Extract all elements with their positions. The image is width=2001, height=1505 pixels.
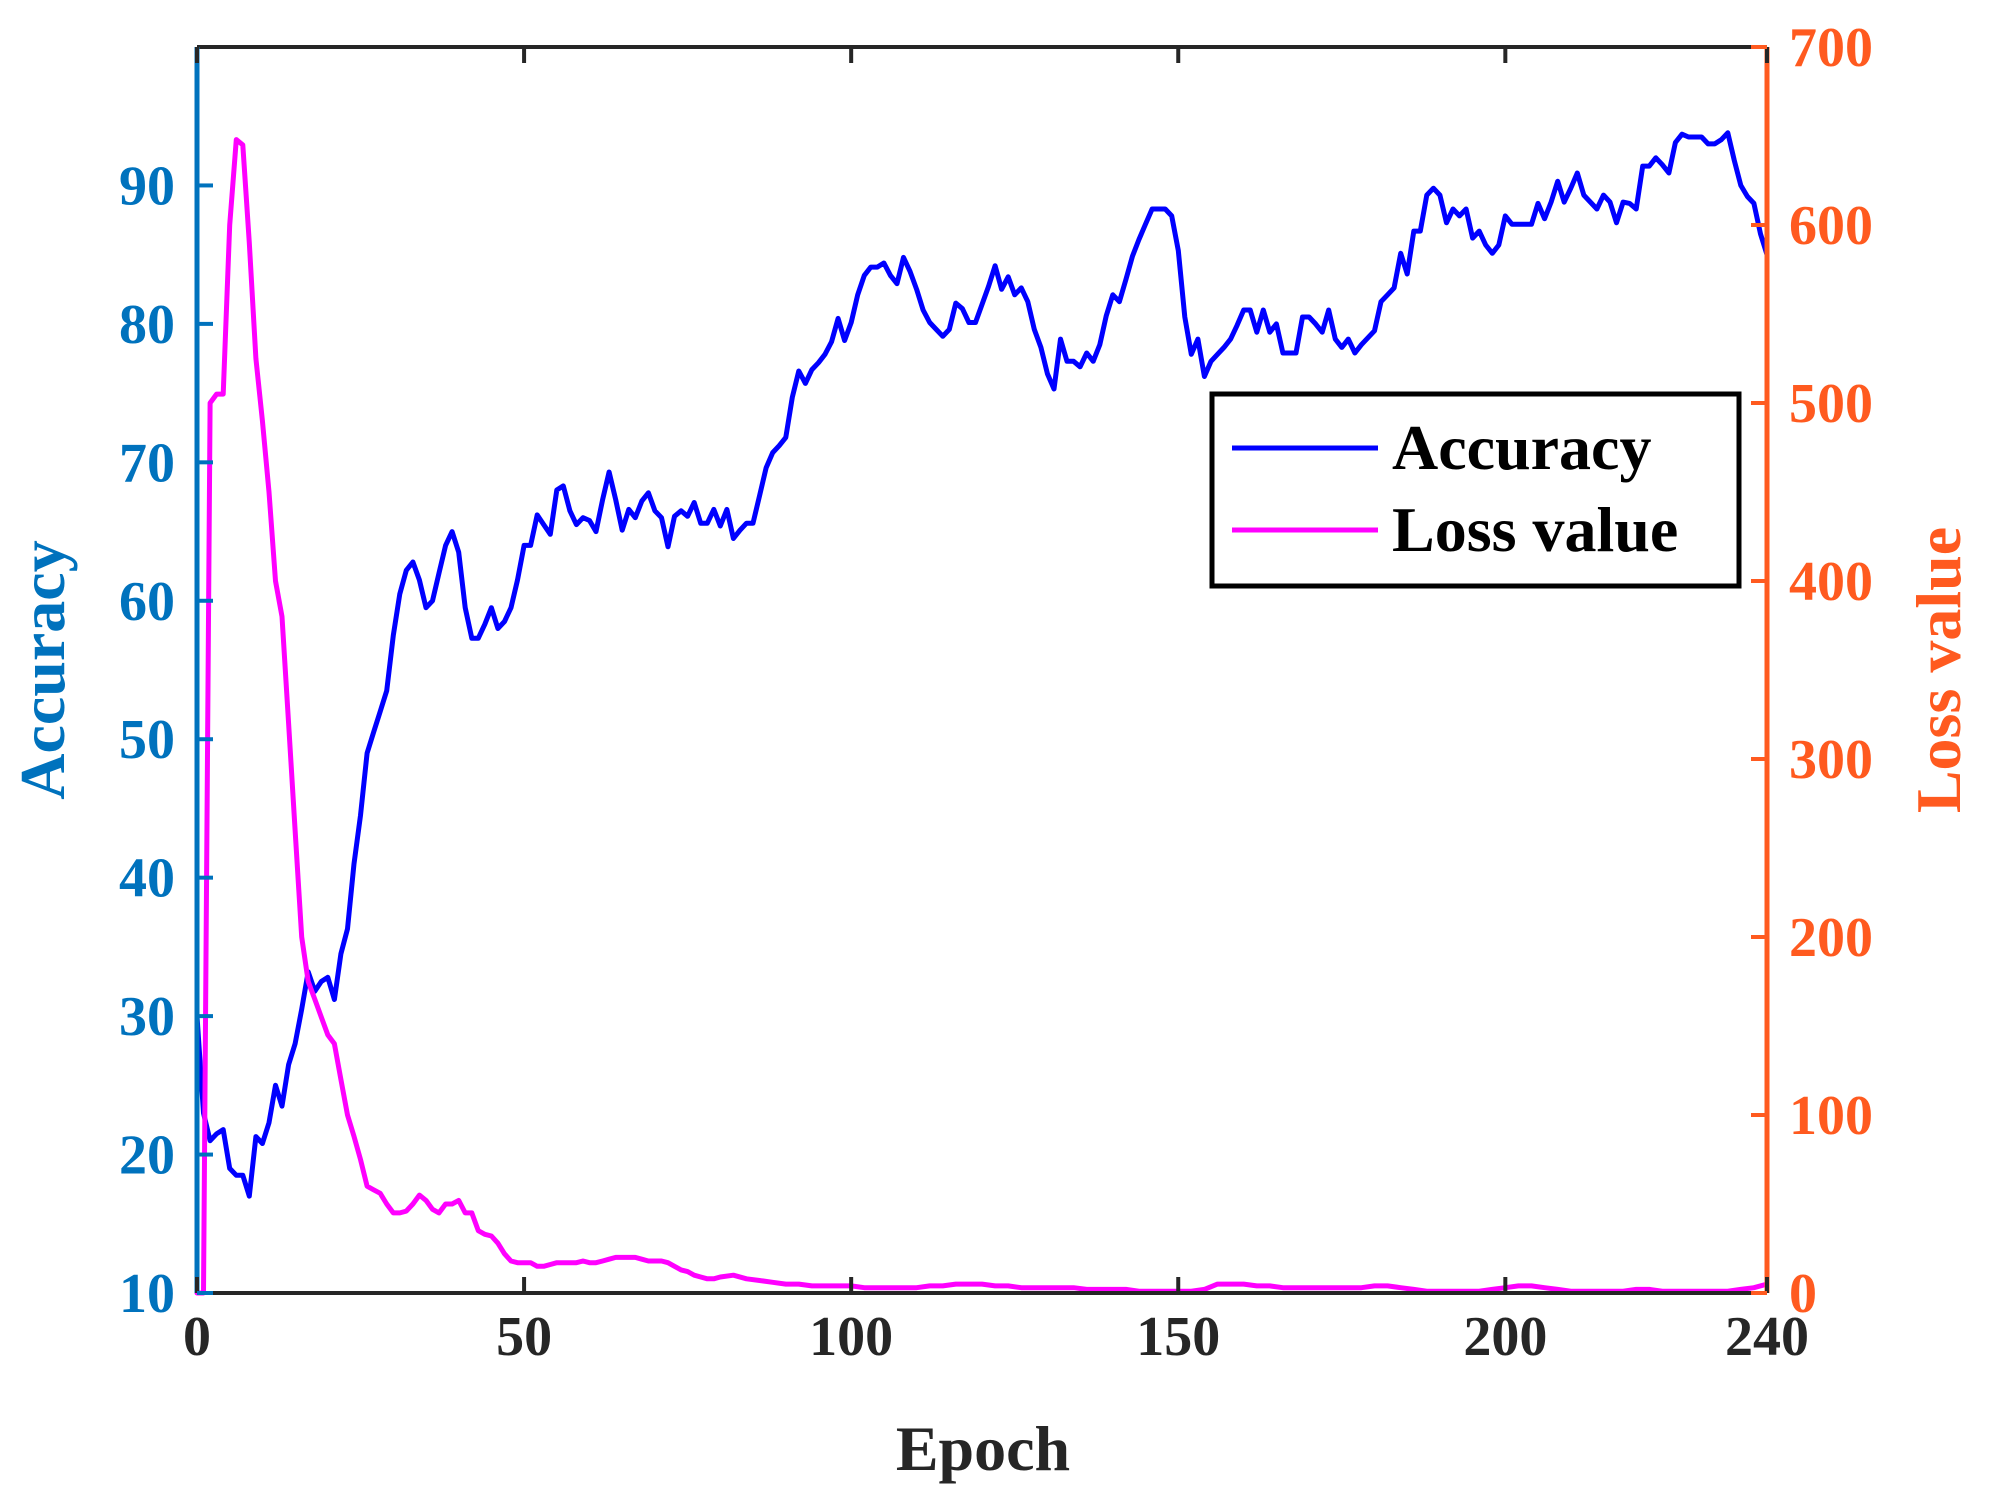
left-tick-label: 30 <box>119 986 175 1048</box>
right-tick-label: 0 <box>1789 1263 1817 1325</box>
left-tick-label: 20 <box>119 1125 175 1187</box>
series-line-accuracy <box>194 130 1770 1199</box>
left-tick-label: 40 <box>119 848 175 910</box>
right-tick-label: 100 <box>1789 1085 1873 1147</box>
x-tick-label: 240 <box>1725 1306 1809 1368</box>
right-tick-label: 600 <box>1789 195 1873 257</box>
right-tick-label: 500 <box>1789 373 1873 435</box>
left-tick-label: 70 <box>119 432 175 494</box>
left-tick-label: 80 <box>119 294 175 356</box>
axes-layer <box>194 45 1770 1295</box>
x-tick-label: 0 <box>183 1306 211 1368</box>
legend-label-loss: Loss value <box>1392 494 1678 565</box>
legend-label-accuracy: Accuracy <box>1392 412 1651 483</box>
series-line-loss-value <box>194 137 1770 1296</box>
left-tick-label: 10 <box>119 1263 175 1325</box>
plot-area <box>197 47 1767 1293</box>
x-tick-label: 200 <box>1463 1306 1547 1368</box>
left-tick-label: 50 <box>119 709 175 771</box>
x-axis-title: Epoch <box>896 1413 1070 1484</box>
legend-box <box>1209 391 1742 589</box>
right-tick-label: 400 <box>1789 551 1873 613</box>
left-tick-label: 90 <box>119 155 175 217</box>
x-tick-label: 150 <box>1136 1306 1220 1368</box>
right-tick-label: 700 <box>1789 17 1873 79</box>
right-tick-label: 300 <box>1789 729 1873 791</box>
right-tick-label: 200 <box>1789 907 1873 969</box>
series-layer <box>194 130 1770 1296</box>
right-axis-title: Loss value <box>1903 527 1974 813</box>
left-tick-label: 60 <box>119 571 175 633</box>
x-tick-label: 50 <box>496 1306 552 1368</box>
x-tick-label: 100 <box>809 1306 893 1368</box>
left-axis-title: Accuracy <box>7 540 78 799</box>
plot-background <box>197 47 1767 1293</box>
tick-labels: 0 50 100 150 200 240 10 20 30 40 50 60 70 80 90 0 100 200… <box>119 17 1873 1368</box>
legend: Accuracy Loss value <box>1209 391 1742 589</box>
